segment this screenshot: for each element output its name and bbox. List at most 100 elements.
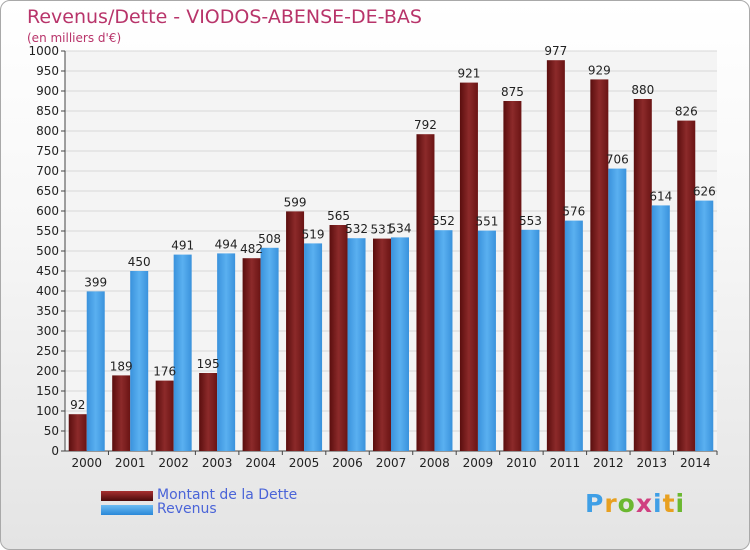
x-tick-label: 2013 xyxy=(637,456,668,470)
y-tick-label: 500 xyxy=(36,244,59,258)
data-label-debt: 921 xyxy=(457,67,480,81)
y-tick-label: 750 xyxy=(36,144,59,158)
data-label-debt: 599 xyxy=(284,195,307,209)
logo-letter: i xyxy=(653,489,663,518)
y-tick-label: 150 xyxy=(36,384,59,398)
data-label-debt: 531 xyxy=(371,223,394,237)
logo-letter: r xyxy=(604,489,618,518)
legend-swatch-debt xyxy=(101,491,153,501)
legend-swatch-revenue xyxy=(101,505,153,515)
x-tick-label: 2001 xyxy=(115,456,146,470)
bar-debt xyxy=(242,258,261,451)
bar-debt xyxy=(590,79,609,452)
data-label-debt: 875 xyxy=(501,85,524,99)
legend-label-revenue: Revenus xyxy=(157,501,217,517)
bar-debt xyxy=(546,60,565,451)
data-label-revenue: 551 xyxy=(475,215,498,229)
bar-debt xyxy=(503,101,522,451)
y-tick-label: 250 xyxy=(36,344,59,358)
data-label-debt: 977 xyxy=(544,44,567,58)
proxiti-logo: Proxiti xyxy=(585,489,685,518)
bar-revenue xyxy=(434,230,453,451)
logo-letter: i xyxy=(675,489,686,518)
logo-letter: t xyxy=(662,489,676,518)
data-label-revenue: 614 xyxy=(649,189,672,203)
data-label-debt: 92 xyxy=(70,398,85,412)
logo-letter: x xyxy=(635,489,653,518)
chart-title: Revenus/Dette - VIODOS-ABENSE-DE-BAS xyxy=(27,6,422,28)
data-label-revenue: 491 xyxy=(171,239,194,253)
bar-debt xyxy=(155,380,174,451)
bar-debt xyxy=(112,375,131,451)
bar-revenue xyxy=(304,243,323,451)
x-tick-label: 2006 xyxy=(332,456,363,470)
logo-letter: o xyxy=(617,489,636,518)
bar-revenue xyxy=(391,237,409,451)
data-label-debt: 880 xyxy=(631,83,654,97)
legend-label-debt: Montant de la Dette xyxy=(157,487,298,503)
data-label-debt: 482 xyxy=(240,242,263,256)
y-tick-label: 350 xyxy=(36,304,59,318)
x-tick-label: 2005 xyxy=(289,456,320,470)
data-label-revenue: 532 xyxy=(345,222,368,236)
x-tick-label: 2002 xyxy=(158,456,189,470)
logo-letter: P xyxy=(585,489,605,518)
bar-debt xyxy=(677,120,696,451)
data-label-debt: 176 xyxy=(153,365,176,379)
data-label-debt: 195 xyxy=(197,357,220,371)
bar-debt xyxy=(459,82,478,451)
y-tick-label: 0 xyxy=(51,444,59,458)
y-tick-label: 450 xyxy=(36,264,59,278)
bar-revenue xyxy=(608,168,627,451)
y-tick-label: 800 xyxy=(36,124,59,138)
data-label-debt: 189 xyxy=(110,359,133,373)
y-tick-label: 600 xyxy=(36,204,59,218)
y-tick-label: 50 xyxy=(44,424,59,438)
bar-debt xyxy=(633,99,652,451)
x-tick-label: 2004 xyxy=(245,456,276,470)
bar-revenue xyxy=(130,271,149,451)
bar-debt xyxy=(68,414,87,451)
data-label-revenue: 553 xyxy=(519,214,542,228)
x-tick-label: 2008 xyxy=(419,456,450,470)
y-tick-label: 700 xyxy=(36,164,59,178)
x-tick-label: 2007 xyxy=(376,456,407,470)
data-label-revenue: 706 xyxy=(606,153,629,167)
bar-debt xyxy=(329,225,348,451)
data-label-debt: 565 xyxy=(327,209,350,223)
x-tick-label: 2014 xyxy=(680,456,711,470)
bar-revenue xyxy=(86,291,105,451)
y-tick-label: 650 xyxy=(36,184,59,198)
y-tick-label: 200 xyxy=(36,364,59,378)
bar-debt xyxy=(373,238,391,451)
y-tick-label: 950 xyxy=(36,64,59,78)
chart-subtitle: (en milliers d'€) xyxy=(27,31,122,45)
x-tick-label: 2011 xyxy=(550,456,581,470)
bar-revenue xyxy=(564,220,583,451)
data-label-revenue: 626 xyxy=(693,185,716,199)
bar-revenue xyxy=(217,253,236,451)
bar-revenue xyxy=(347,238,366,451)
y-tick-label: 900 xyxy=(36,84,59,98)
data-label-revenue: 552 xyxy=(432,214,455,228)
bar-revenue xyxy=(173,254,192,451)
y-tick-label: 300 xyxy=(36,324,59,338)
data-label-revenue: 576 xyxy=(562,205,585,219)
bar-revenue xyxy=(260,247,279,451)
bar-debt xyxy=(286,211,305,451)
data-label-revenue: 399 xyxy=(84,275,107,289)
x-tick-label: 2009 xyxy=(463,456,494,470)
bar-debt xyxy=(416,134,435,451)
data-label-revenue: 450 xyxy=(128,255,151,269)
y-tick-label: 100 xyxy=(36,404,59,418)
data-label-debt: 826 xyxy=(675,105,698,119)
x-tick-label: 2000 xyxy=(71,456,102,470)
y-tick-label: 550 xyxy=(36,224,59,238)
bar-revenue xyxy=(695,200,714,451)
x-tick-label: 2003 xyxy=(202,456,233,470)
bar-revenue xyxy=(521,229,540,451)
data-label-debt: 792 xyxy=(414,118,437,132)
data-label-debt: 929 xyxy=(588,63,611,77)
